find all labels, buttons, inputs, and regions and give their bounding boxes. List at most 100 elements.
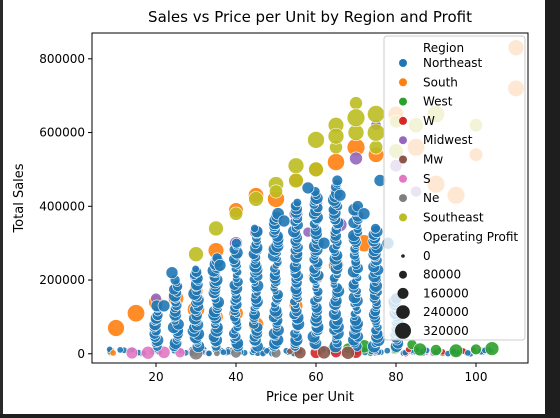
data-point-midwest [383, 347, 391, 355]
legend-marker-midwest [399, 136, 407, 145]
data-point-southeast [366, 123, 386, 142]
data-point-northeast [357, 207, 371, 220]
legend-label-mw: Mw [423, 153, 443, 167]
data-point-south [107, 319, 125, 337]
x-tick-label: 80 [388, 370, 403, 384]
legend-marker-w [399, 116, 407, 125]
data-point-s [125, 346, 139, 360]
legend-label-s: S [423, 172, 431, 186]
data-point-northeast [301, 181, 315, 195]
data-point-south [327, 153, 345, 171]
legend-size-label: 240000 [423, 305, 469, 319]
legend-marker-west [399, 97, 407, 106]
data-point-southeast [307, 131, 325, 149]
data-point-northeast [277, 214, 291, 228]
data-point-southeast [367, 105, 385, 124]
legend-size-marker [401, 254, 405, 258]
data-point-west [430, 344, 442, 356]
plot-frame [91, 32, 529, 364]
legend-label-south: South [423, 75, 458, 89]
legend-size-marker [395, 322, 411, 339]
left-dark-strip [0, 0, 3, 414]
y-tick-label: 0 [77, 347, 85, 361]
data-point-northeast [191, 264, 200, 274]
legend-label-west: West [423, 95, 453, 109]
data-point-southeast [308, 161, 324, 178]
data-point-west [470, 343, 482, 356]
data-point-s [141, 345, 155, 360]
data-point-northeast [370, 223, 381, 234]
legend-size-label: 320000 [423, 324, 469, 338]
y-axis-ticks: 0 200000 400000 600000 800000 [39, 52, 92, 361]
legend-box [383, 35, 526, 341]
legend-label-midwest: Midwest [423, 133, 473, 147]
data-point-southeast [368, 140, 384, 155]
legend-marker-ne [399, 194, 407, 203]
data-point-southeast [228, 206, 244, 221]
legend-size-marker [396, 305, 410, 319]
y-tick-label: 400000 [39, 199, 85, 213]
data-point-northeast [213, 258, 227, 272]
legend-marker-mw [399, 155, 407, 164]
x-axis-ticks: 20 40 60 80 100 [148, 363, 487, 384]
data-point-southeast [269, 184, 283, 199]
legend-hue-entries: Northeast South West W Midwest Mw S Ne Southeast [399, 56, 484, 224]
data-point-northeast [333, 188, 347, 202]
data-point-northeast [165, 266, 179, 280]
legend-size-title: Operating Profit [423, 230, 518, 244]
data-point-west [448, 343, 464, 358]
data-point-southeast [188, 246, 204, 262]
legend-label-w: W [423, 114, 435, 128]
legend-size-marker [397, 287, 409, 299]
data-point-southeast [288, 172, 304, 189]
data-point-northeast [292, 198, 302, 208]
data-point-southeast [287, 157, 305, 174]
legend-size-label: 0 [423, 249, 431, 263]
data-point-mw [317, 345, 331, 360]
y-tick-label: 600000 [39, 126, 85, 140]
data-point-ne [464, 349, 472, 357]
x-tick-label: 60 [308, 370, 323, 384]
legend-marker-south [399, 78, 407, 87]
legend-label-northeast: Northeast [423, 56, 483, 70]
legend-marker-southeast [399, 213, 407, 222]
data-point-south [109, 349, 117, 357]
data-point-southeast [208, 220, 224, 237]
data-point-northeast [317, 236, 331, 250]
data-point-west [413, 342, 427, 357]
data-point-northeast [231, 237, 242, 249]
data-point-northeast [157, 299, 171, 313]
data-point-south [127, 304, 145, 323]
legend-marker-s [399, 174, 407, 183]
legend-label-ne: Ne [423, 191, 439, 205]
legend-label-southeast: Southeast [423, 210, 484, 224]
legend: Region Northeast South West W Midwest Mw S Ne So… [383, 35, 526, 341]
data-point-mw [116, 346, 124, 354]
legend-size-marker [399, 270, 407, 279]
data-point-mw [341, 345, 355, 360]
legend-hue-title: Region [423, 41, 464, 55]
right-dark-strip [545, 0, 560, 414]
x-tick-label: 40 [228, 370, 243, 384]
data-point-northeast [250, 224, 259, 233]
x-axis-label: Price per Unit [266, 390, 354, 405]
x-tick-label: 20 [148, 370, 163, 384]
chart-title: Sales vs Price per Unit by Region and Pr… [148, 8, 472, 26]
legend-size-entries: 0 80000 160000 240000 320000 [395, 249, 469, 339]
data-point-south [205, 349, 213, 357]
data-point-west [484, 341, 500, 356]
y-axis-label: Total Sales [12, 163, 27, 233]
data-point-southeast [346, 108, 366, 128]
data-point-northeast [331, 174, 343, 187]
data-point-southeast [248, 191, 264, 207]
y-tick-label: 200000 [39, 273, 85, 287]
legend-size-label: 160000 [423, 286, 469, 300]
legend-marker-northeast [399, 59, 407, 67]
data-point-northeast [219, 348, 227, 356]
data-point-southeast [327, 127, 345, 145]
x-tick-label: 100 [465, 370, 488, 384]
legend-size-label: 80000 [423, 268, 461, 282]
y-tick-label: 800000 [39, 52, 85, 66]
